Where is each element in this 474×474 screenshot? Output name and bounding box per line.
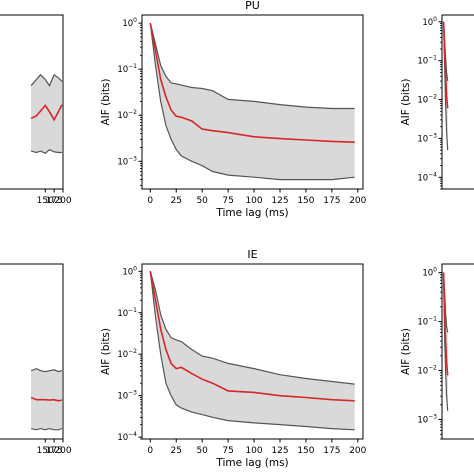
- x-tick-label: 150: [37, 446, 54, 456]
- x-tick-label: 175: [323, 196, 340, 206]
- x-axis-label: Time lag (ms): [215, 457, 288, 469]
- y-axis-label: AIF (bits): [400, 78, 412, 125]
- plot-area: [442, 272, 449, 411]
- x-tick-label: 0: [147, 446, 153, 456]
- upper-bound-line: [30, 73, 63, 87]
- x-tick-label: 200: [349, 446, 366, 456]
- plot-area: [442, 21, 449, 151]
- median-line: [442, 272, 449, 376]
- y-tick-label: 10−2: [417, 94, 437, 106]
- panel-ie: 0 25 50 75 100 125 150 175 200 100 10−1 10−2 10−3 10−…: [100, 248, 367, 469]
- y-axis-label: AIF (bits): [100, 78, 112, 125]
- axes-frame: [141, 14, 364, 190]
- y-axis-label: AIF (bits): [400, 328, 412, 375]
- x-tick-label: 175: [46, 196, 63, 206]
- lower-bound-line: [149, 271, 355, 431]
- y-tick-label: 10−1: [117, 307, 137, 319]
- median-line: [149, 22, 355, 143]
- y-tick-label: 10−2: [117, 109, 137, 121]
- upper-bound-line: [30, 367, 63, 373]
- y-tick-label: 10−1: [417, 316, 437, 328]
- x-tick-label: 175: [323, 446, 340, 456]
- x-tick-label: 50: [196, 196, 208, 206]
- y-tick-label: 10−3: [117, 155, 137, 167]
- confidence-band: [31, 74, 62, 154]
- y-tick-label: 10−2: [417, 365, 437, 377]
- y-tick-label: 10−1: [417, 55, 437, 67]
- x-tick-label: 25: [171, 446, 182, 456]
- x-tick-label: 200: [54, 196, 71, 206]
- median-line: [30, 104, 63, 122]
- plot-area: [30, 367, 63, 431]
- y-tick-label: 10−1: [117, 63, 137, 75]
- axes-frame: [0, 263, 64, 440]
- y-tick-label: 100: [122, 17, 137, 29]
- x-tick-label: 125: [271, 196, 288, 206]
- plot-area: [149, 271, 355, 431]
- x-tick-label: 25: [171, 196, 182, 206]
- x-tick-label: 75: [222, 196, 233, 206]
- panel-right-bottom: 100 10−1 10−2 10−3 AIF (bits): [400, 263, 474, 440]
- x-tick-label: 175: [46, 446, 63, 456]
- x-tick-label: 100: [245, 196, 262, 206]
- panel-pu: 0 25 50 75 100 125 150 175 200 100 10−1 10−2 10−3 PU T…: [100, 0, 367, 219]
- upper-bound-line: [149, 271, 355, 385]
- y-tick-label: 10−2: [117, 348, 137, 360]
- y-tick-label: 10−3: [117, 390, 137, 402]
- y-tick-label: 100: [122, 265, 137, 277]
- y-tick-label: 10−4: [417, 171, 437, 183]
- lower-bound-line: [149, 23, 355, 181]
- x-tick-label: 200: [349, 196, 366, 206]
- y-tick-label: 10−3: [417, 132, 437, 144]
- x-tick-label: 50: [196, 446, 208, 456]
- plot-area: [149, 22, 355, 181]
- x-tick-label: 200: [54, 446, 71, 456]
- median-line: [442, 21, 449, 109]
- x-tick-label: 75: [222, 446, 233, 456]
- axes-frame: [441, 14, 474, 190]
- x-axis-label: Time lag (ms): [215, 207, 288, 219]
- upper-bound-line: [149, 22, 355, 110]
- confidence-band: [150, 271, 355, 430]
- x-tick-label: 150: [37, 196, 54, 206]
- median-line: [30, 396, 63, 402]
- axes-frame: [441, 263, 474, 440]
- median-line: [149, 271, 355, 402]
- y-tick-label: 10−4: [117, 431, 137, 443]
- x-tick-label: 150: [297, 196, 314, 206]
- y-axis-label: AIF (bits): [100, 328, 112, 375]
- panel-title: PU: [245, 0, 260, 12]
- y-tick-label: 100: [422, 16, 437, 28]
- plot-area: [30, 73, 63, 155]
- panel-title: IE: [247, 248, 257, 261]
- lower-bound-line: [30, 148, 62, 155]
- x-tick-label: 150: [297, 446, 314, 456]
- x-tick-label: 100: [245, 446, 262, 456]
- y-tick-label: 100: [422, 267, 437, 279]
- x-tick-label: 0: [147, 196, 153, 206]
- axes-frame: [0, 14, 64, 190]
- axes-frame: [141, 263, 364, 440]
- y-tick-label: 10−3: [417, 414, 437, 426]
- panel-right-top: 100 10−1 10−2 10−3 10−4 AIF (bits): [400, 14, 474, 190]
- x-tick-label: 125: [271, 446, 288, 456]
- lower-bound-line: [30, 427, 63, 431]
